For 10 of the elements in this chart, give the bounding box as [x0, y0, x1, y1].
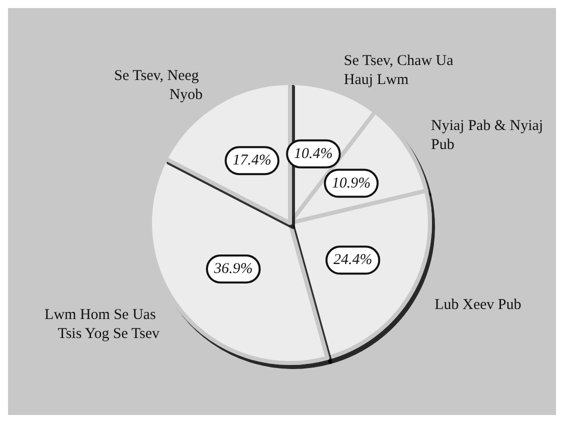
slice-label: Se Tsev, Chaw Ua Hauj Lwm: [344, 53, 458, 88]
data-label: 17.4%: [232, 152, 272, 169]
data-label: 24.4%: [333, 252, 372, 268]
slice-label: Se Tsev, Neeg Nyob: [114, 68, 203, 103]
data-label: 10.4%: [294, 146, 333, 162]
slice-label: Lub Xeev Pub: [434, 296, 522, 313]
slice-label: Nyiaj Pab & Nyiaj Pub: [430, 118, 547, 153]
data-label: 36.9%: [212, 261, 253, 277]
slice-label: Lwm Hom Se Uas Tsis Yog Se Tsev: [44, 306, 160, 342]
data-label: 10.9%: [332, 175, 371, 192]
